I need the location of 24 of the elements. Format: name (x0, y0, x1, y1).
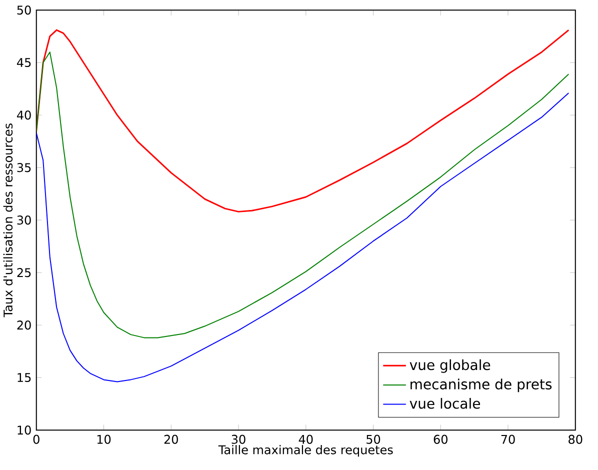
y-tick-label: 40 (16, 110, 31, 120)
y-tick-label: 15 (18, 373, 31, 382)
legend-label: vue locale (410, 398, 480, 409)
x-tick-label: 40 (298, 434, 313, 444)
y-tick-label: 35 (17, 163, 31, 172)
x-tick-label: 50 (366, 434, 380, 444)
y-axis-title: Taux d'utilisation des ressources (3, 123, 13, 318)
x-tick-label: 20 (164, 434, 178, 444)
y-tick-label: 30 (17, 216, 31, 225)
x-tick-label: 60 (434, 434, 448, 444)
y-tick-label: 20 (17, 320, 31, 330)
legend-label: mecanisme de prets (410, 378, 552, 392)
x-tick-label: 10 (97, 434, 111, 444)
x-tick-label: 70 (501, 434, 515, 444)
x-tick-label: 30 (232, 434, 246, 444)
legend-label: vue globale (410, 359, 490, 373)
y-tick-label: 25 (17, 268, 31, 278)
y-tick-label: 50 (17, 6, 31, 15)
x-axis-title: Taille maximale des requetes (218, 445, 393, 457)
x-tick-label: 80 (568, 434, 582, 444)
y-tick-label: 45 (16, 58, 31, 68)
x-tick-label: 0 (33, 434, 40, 444)
line-series (36, 29, 570, 212)
y-tick-label: 10 (18, 426, 31, 435)
